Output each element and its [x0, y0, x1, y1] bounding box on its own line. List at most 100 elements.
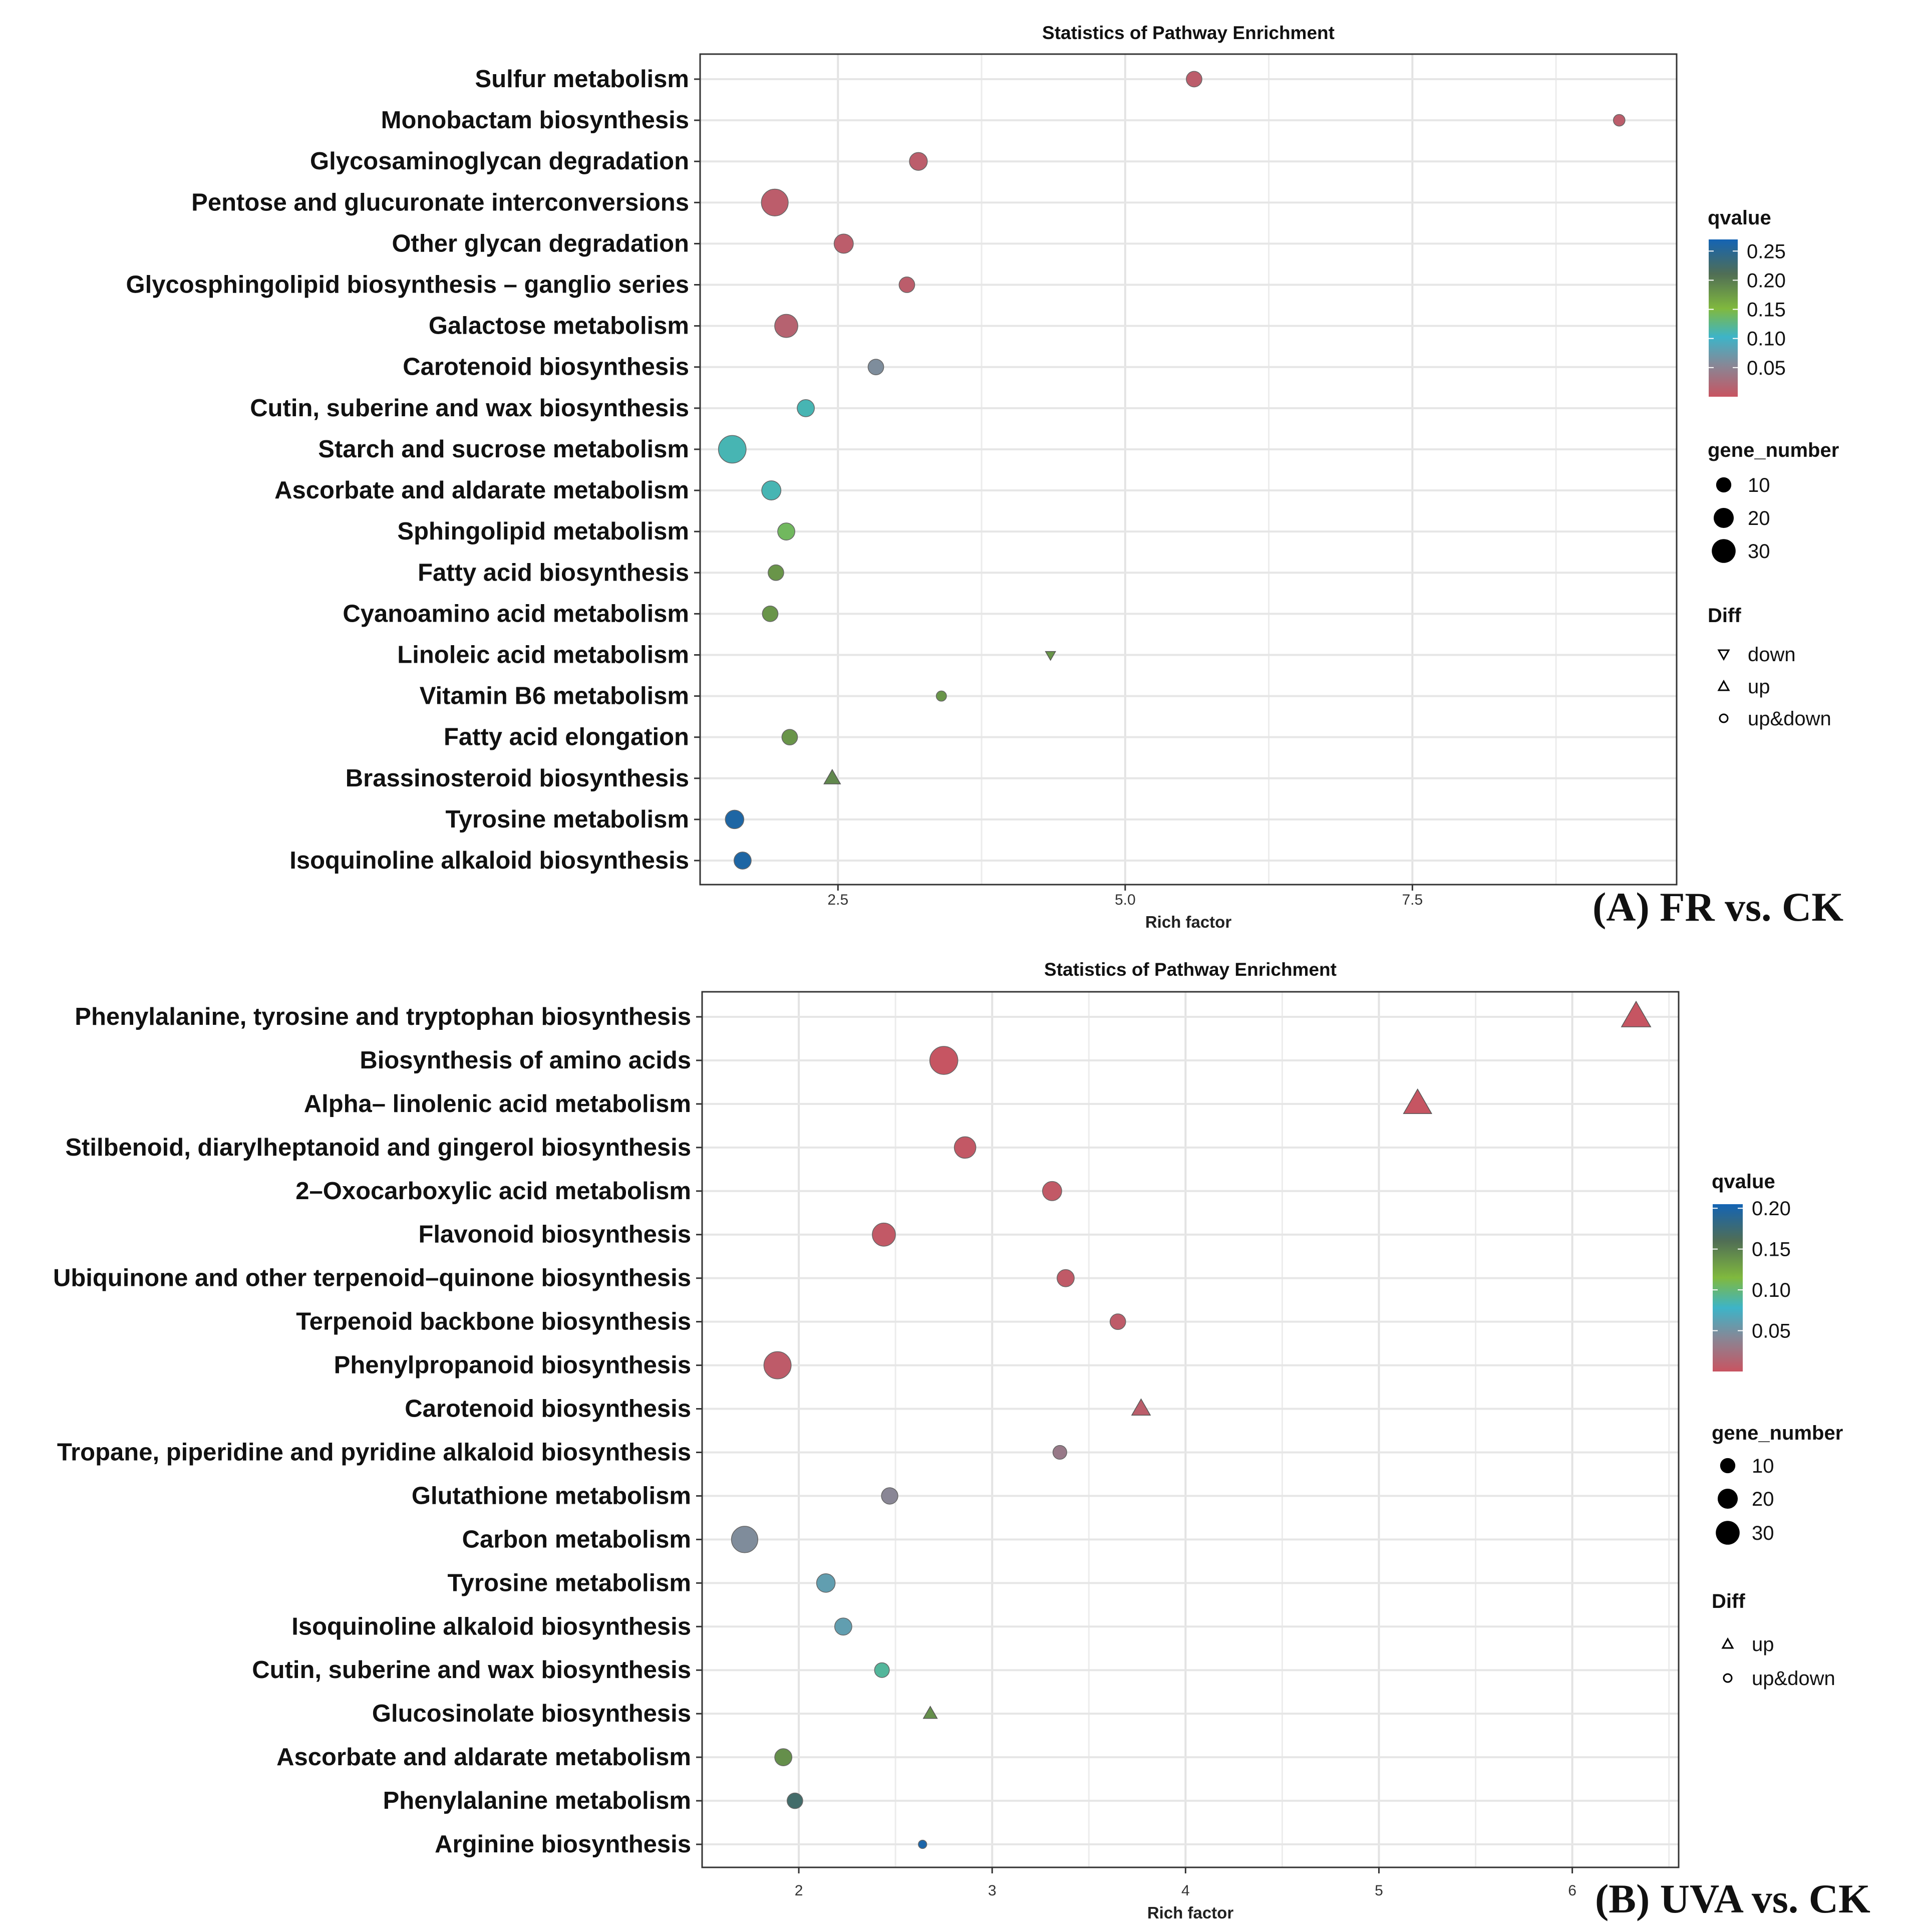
size-legend-label: 10	[1752, 1455, 1774, 1477]
chart-title: Statistics of Pathway Enrichment	[1044, 959, 1337, 980]
x-axis-title: Rich factor	[1147, 1903, 1234, 1922]
y-tick-label: Glucosinolate biosynthesis	[372, 1700, 691, 1727]
data-point	[816, 1573, 836, 1593]
y-tick-label: Phenylpropanoid biosynthesis	[334, 1352, 691, 1379]
y-tick-label: Pentose and glucuronate interconversions	[191, 189, 689, 216]
colorbar-tick-label: 0.10	[1747, 328, 1786, 350]
data-point	[833, 233, 854, 254]
y-tick-label: Tyrosine metabolism	[445, 806, 689, 833]
colorbar-tick-label: 0.15	[1752, 1239, 1791, 1261]
data-point	[762, 606, 779, 622]
data-point	[733, 852, 752, 870]
y-tick-label: Phenylalanine, tyrosine and tryptophan b…	[75, 1003, 691, 1030]
y-tick-label: Flavonoid biosynthesis	[418, 1221, 691, 1248]
y-tick-label: Tyrosine metabolism	[447, 1569, 691, 1596]
size-legend-dot	[1720, 1458, 1736, 1474]
x-tick-label: 6	[1568, 1882, 1576, 1899]
diff-legend-title: Diff	[1708, 605, 1741, 627]
data-point	[774, 1748, 793, 1767]
x-tick-label: 5	[1375, 1882, 1383, 1899]
y-tick-label: Arginine biosynthesis	[435, 1831, 691, 1858]
y-tick-label: Glutathione metabolism	[412, 1482, 691, 1509]
size-legend-label: 30	[1748, 540, 1770, 563]
y-tick-label: Vitamin B6 metabolism	[420, 683, 689, 710]
data-point	[1621, 1000, 1652, 1027]
data-point	[731, 1526, 759, 1553]
y-tick-label: Galactose metabolism	[429, 313, 689, 340]
data-point	[781, 729, 798, 746]
y-tick-label: 2–Oxocarboxylic acid metabolism	[295, 1178, 691, 1205]
x-tick-label: 2	[795, 1882, 803, 1899]
diff-legend-up-icon	[1721, 1637, 1734, 1649]
x-tick-label: 3	[988, 1882, 997, 1899]
y-tick-label: Brassinosteroid biosynthesis	[346, 765, 689, 792]
chart-title: Statistics of Pathway Enrichment	[1042, 23, 1335, 43]
y-tick-label: Cyanoamino acid metabolism	[343, 600, 689, 627]
y-tick-label: Starch and sucrose metabolism	[318, 436, 689, 463]
data-point	[1131, 1398, 1151, 1416]
data-point	[922, 1706, 938, 1719]
data-point	[881, 1487, 898, 1505]
y-tick-label: Biosynthesis of amino acids	[360, 1047, 691, 1074]
data-point	[718, 435, 747, 464]
data-point	[867, 359, 884, 376]
data-point	[774, 314, 798, 338]
y-tick-label: Carotenoid biosynthesis	[405, 1396, 691, 1423]
y-tick-label: Sulfur metabolism	[475, 66, 689, 93]
x-axis-title: Rich factor	[1145, 913, 1232, 931]
data-point	[954, 1136, 977, 1159]
size-legend-label: 10	[1748, 474, 1770, 496]
data-point	[1109, 1313, 1126, 1330]
diff-legend-updown-icon	[1719, 713, 1729, 723]
y-tick-label: Carbon metabolism	[462, 1526, 691, 1553]
y-tick-label: Cutin, suberine and wax biosynthesis	[250, 395, 689, 422]
colorbar-tick-label: 0.15	[1747, 299, 1786, 321]
panel-label: (A) FR vs. CK	[1593, 884, 1843, 930]
x-tick-label: 7.5	[1402, 892, 1423, 908]
plot-background	[702, 992, 1679, 1867]
data-point	[1045, 651, 1056, 661]
diff-legend-down-icon	[1717, 649, 1730, 661]
colorbar-tick-label: 0.20	[1752, 1198, 1791, 1220]
colorbar-tick-label: 0.10	[1752, 1279, 1791, 1301]
data-point	[1057, 1269, 1075, 1287]
qvalue-legend-title: qvalue	[1708, 207, 1771, 229]
size-legend-label: 20	[1748, 507, 1770, 529]
colorbar-tick-label: 0.05	[1752, 1320, 1791, 1342]
y-tick-label: Stilbenoid, diarylheptanoid and gingerol…	[65, 1134, 691, 1161]
data-point	[1403, 1088, 1433, 1114]
y-tick-label: Fatty acid biosynthesis	[418, 559, 689, 586]
diff-legend-label: up&down	[1748, 708, 1831, 730]
data-point	[909, 152, 928, 171]
diff-legend-label: up&down	[1752, 1668, 1835, 1690]
size-legend-title: gene_number	[1712, 1422, 1843, 1444]
colorbar-tick-label: 0.20	[1747, 269, 1786, 292]
size-legend-dot	[1712, 539, 1736, 563]
y-tick-label: Fatty acid elongation	[444, 724, 689, 751]
size-legend-dot	[1716, 477, 1732, 493]
x-tick-label: 2.5	[827, 892, 848, 908]
data-point	[777, 522, 795, 541]
y-tick-label: Monobactam biosynthesis	[381, 107, 689, 134]
y-tick-label: Phenylalanine metabolism	[383, 1787, 691, 1814]
data-point	[787, 1792, 803, 1809]
size-legend-dot	[1716, 1521, 1740, 1545]
x-tick-label: 4	[1181, 1882, 1190, 1899]
data-point	[935, 690, 947, 702]
y-tick-label: Linoleic acid metabolism	[397, 641, 689, 668]
y-tick-label: Tropane, piperidine and pyridine alkaloi…	[57, 1439, 691, 1466]
y-tick-label: Ascorbate and aldarate metabolism	[276, 1744, 691, 1771]
data-point	[872, 1222, 896, 1247]
size-legend-label: 30	[1752, 1522, 1774, 1544]
data-point	[1052, 1445, 1067, 1460]
qvalue-colorbar	[1713, 1204, 1743, 1371]
diff-legend-updown-icon	[1723, 1673, 1733, 1683]
data-point	[761, 480, 782, 500]
diff-legend-label: up	[1748, 676, 1770, 698]
panel-label: (B) UVA vs. CK	[1595, 1876, 1870, 1921]
data-point	[823, 769, 841, 784]
diff-legend-label: up	[1752, 1633, 1774, 1655]
y-tick-label: Isoquinoline alkaloid biosynthesis	[289, 847, 689, 874]
x-tick-label: 5.0	[1115, 892, 1136, 908]
